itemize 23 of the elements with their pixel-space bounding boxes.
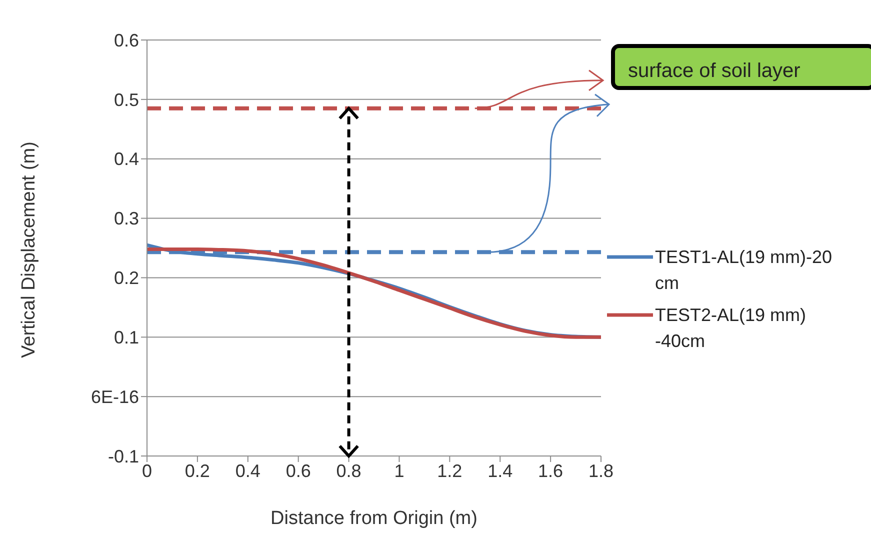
y-tick-label: 0.2 bbox=[114, 268, 139, 288]
y-axis-title: Vertical Displacement (m) bbox=[18, 142, 40, 358]
legend-label: TEST1-AL(19 mm)-20 cm bbox=[655, 246, 834, 295]
y-tick-label: 0.1 bbox=[114, 328, 139, 348]
x-tick-label: 0.8 bbox=[336, 460, 362, 481]
y-tick-label: 6E-16 bbox=[90, 386, 139, 407]
x-tick-label: 1.8 bbox=[588, 460, 614, 481]
x-tick-label: 1.6 bbox=[538, 460, 564, 481]
x-tick-label: 1 bbox=[394, 460, 404, 481]
x-tick-label: 1.2 bbox=[437, 460, 462, 481]
x-tick-label: 0.6 bbox=[286, 460, 311, 481]
legend-label: TEST2-AL(19 mm) -40cm bbox=[655, 304, 808, 353]
annotation: surface of soil layer bbox=[628, 59, 802, 84]
y-tick-label: 0.4 bbox=[114, 149, 139, 170]
x-tick-label: 0 bbox=[142, 460, 152, 481]
y-tick-label: 0.6 bbox=[114, 30, 139, 50]
x-axis-title: Distance from Origin (m) bbox=[270, 508, 478, 529]
y-tick-label: 0.3 bbox=[114, 208, 139, 229]
y-tick-label: -0.1 bbox=[108, 446, 139, 466]
y-tick-label: 0.5 bbox=[114, 90, 139, 110]
x-tick-label: 0.2 bbox=[184, 460, 210, 481]
x-tick-label: 0.4 bbox=[235, 460, 260, 481]
x-tick-label: 1.4 bbox=[488, 460, 513, 481]
